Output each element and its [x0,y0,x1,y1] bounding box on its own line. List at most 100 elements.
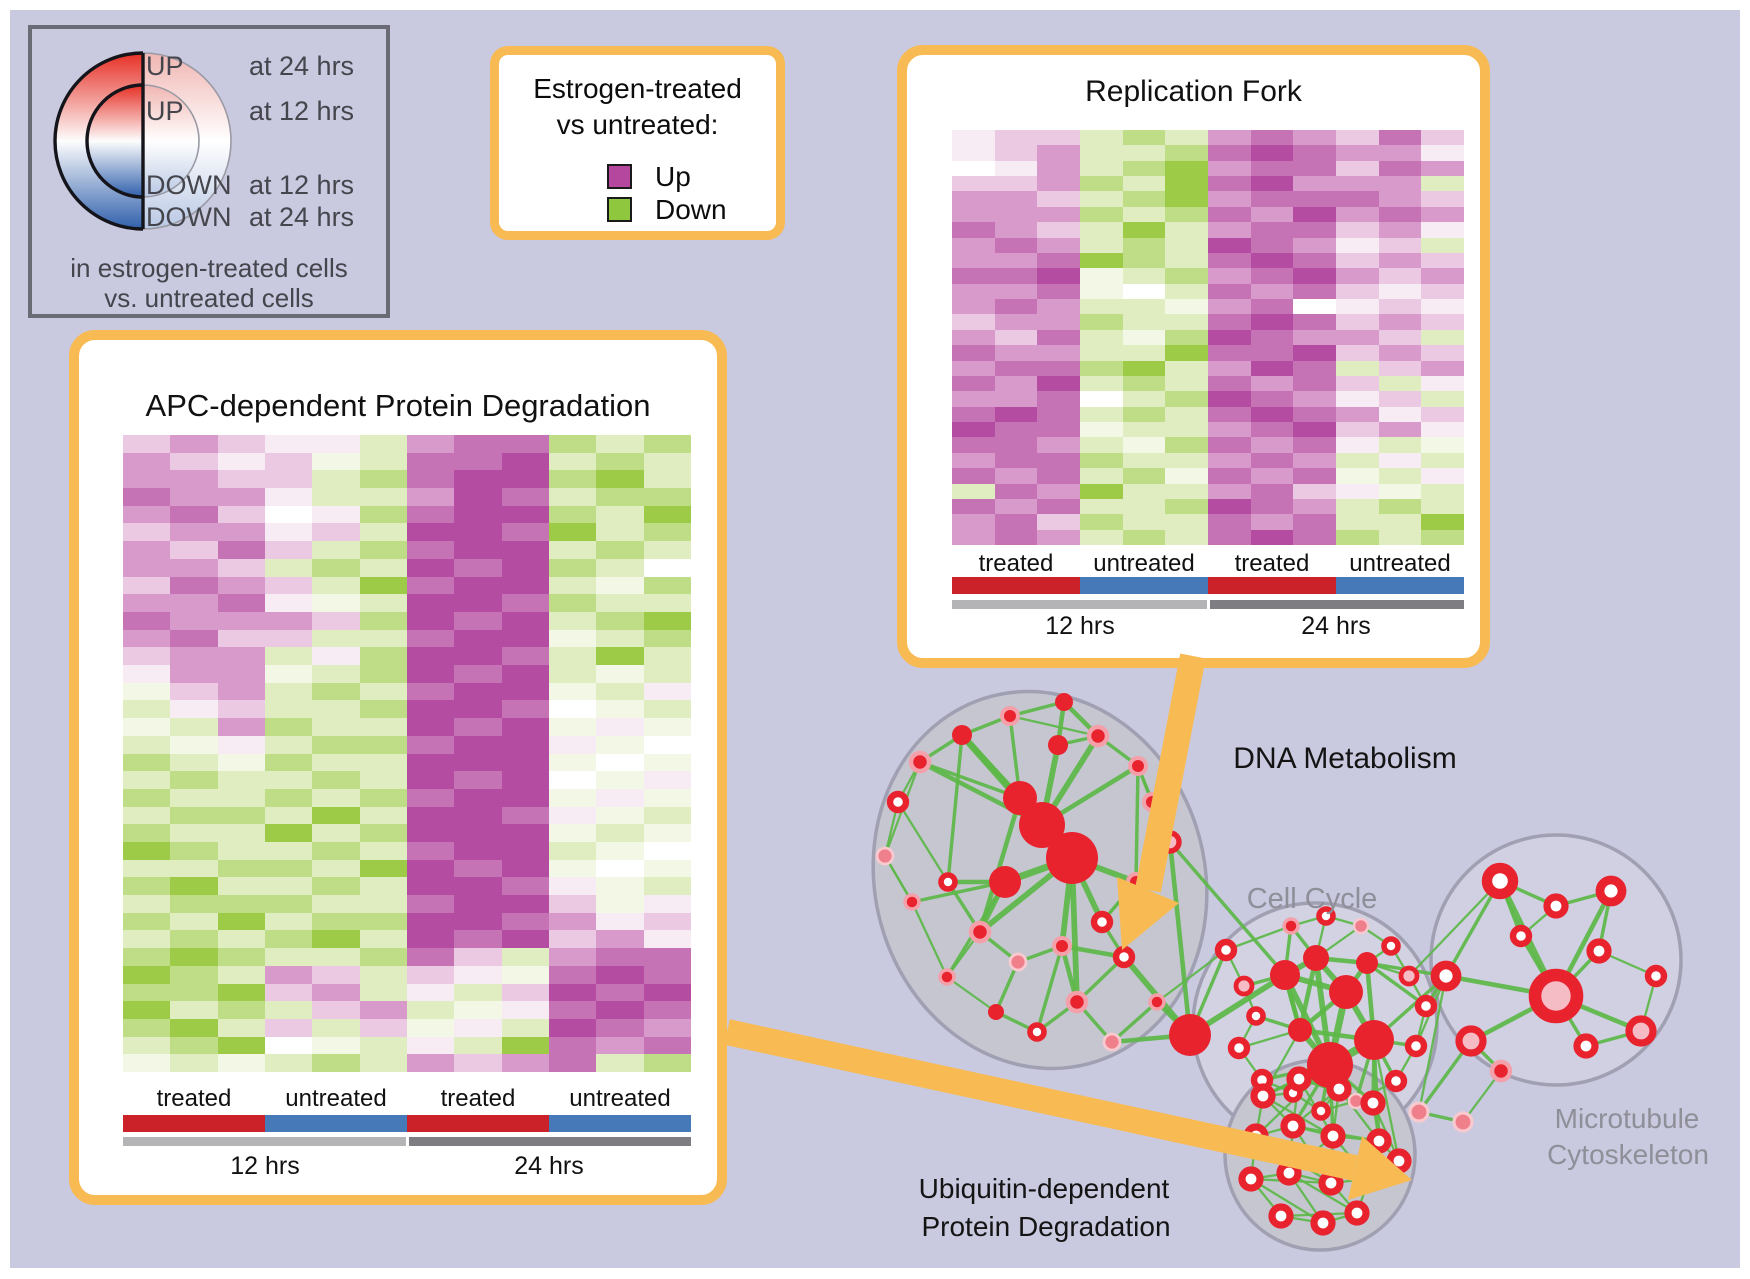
heatmap-cell [454,629,502,648]
heatmap-cell [1378,160,1422,177]
heatmap-cell [1250,345,1294,361]
heatmap-cell [1421,360,1464,376]
heatmap-cell [264,771,313,789]
heatmap-cell [1336,375,1379,392]
heatmap-cell [1250,391,1294,407]
heatmap-cell [264,1018,313,1037]
heatmap-cell [1080,252,1123,269]
heatmap-cell [501,629,549,648]
heatmap-cell [596,788,644,807]
heatmap-cell [548,824,597,842]
heatmap-cell [1208,406,1251,423]
heatmap-cell [1293,437,1336,453]
heatmap-cell [1037,176,1080,192]
heatmap-cell [952,191,995,207]
heatmap-cell [1208,299,1251,315]
heatmap-cell [406,771,455,789]
condition-label: untreated [1093,550,1195,577]
heatmap-cell [170,558,218,577]
heatmap-cell [548,718,597,736]
heatmap-cell [1165,206,1208,223]
heatmap-cell [643,965,691,984]
heatmap-cell [1080,422,1123,438]
heatmap-cell [548,594,597,612]
heatmap-cell [548,647,597,666]
heatmap-cell [1378,483,1422,499]
heatmap-cell [1080,314,1123,330]
heatmap-cell [1037,391,1080,407]
heatmap-cell [454,948,502,966]
heatmap-cell [454,1001,502,1019]
heatmap-cell [1336,345,1379,361]
heatmap-cell [1037,268,1080,284]
heatmap-cell [1378,498,1422,515]
heatmap-cell [1080,191,1123,207]
heatmap-cell [1378,268,1422,284]
heatmap-cell [1037,299,1080,315]
heatmap-cell [1378,222,1422,238]
heatmap-cell [1293,391,1336,407]
heatmap-cell [1208,191,1251,207]
heatmap-cell [1080,237,1123,253]
heatmap-cell [1336,145,1379,161]
heatmap-cell [548,611,597,630]
heatmap-cell [312,965,360,984]
replication-fork-panel: Replication Fork treated untreated treated… [897,45,1490,668]
heatmap-cell [596,1018,644,1037]
legend-row-down-24: DOWN at 24 hrs [146,202,355,232]
heatmap-cell [170,505,218,524]
heatmap-cell [359,930,407,949]
heatmap-cell [994,422,1038,438]
heatmap-cell [123,771,171,789]
heatmap-cell [1421,498,1464,515]
heatmap-cell [217,576,265,595]
heatmap-cell [1293,252,1336,269]
heatmap-cell [454,771,502,789]
heatmap-cell [501,576,549,595]
heatmap-cell [170,611,218,630]
heatmap-cell [596,877,644,896]
legend-row-down-12: DOWN at 12 hrs [146,170,355,200]
heatmap-cell [217,1054,265,1072]
heatmap-cell [1165,529,1208,545]
heatmap-cell [994,283,1038,300]
heatmap-cell [596,824,644,842]
heatmap-cell [1293,483,1336,499]
heatmap-cell [312,1001,360,1019]
heatmap-cell [217,470,265,489]
heatmap-cell [1378,130,1422,146]
heatmap-cell [454,930,502,949]
heatmap-cell [170,647,218,666]
heatmap-cell [359,541,407,559]
heatmap-cell [596,753,644,772]
heatmap-cell [1250,452,1294,469]
heatmap-cell [1165,145,1208,161]
heatmap-cell [952,498,995,515]
heatmap-cell [123,753,171,772]
heatmap-cell [643,1054,691,1072]
heatmap-cell [1165,406,1208,423]
heatmap-cell [217,930,265,949]
replication-fork-heatmap [952,130,1464,545]
heatmap-cell [548,629,597,648]
heatmap-cell [170,1036,218,1055]
heatmap-cell [1080,130,1123,146]
heatmap-cell [1421,375,1464,392]
heatmap-cell [1208,345,1251,361]
heatmap-cell [952,529,995,545]
time-bar [1209,600,1464,609]
heatmap-cell [454,895,502,913]
heatmap-cell [264,753,313,772]
heatmap-cell [1080,406,1123,423]
heatmap-cell [1293,237,1336,253]
heatmap-cell [1165,483,1208,499]
heatmap-cell [406,930,455,949]
heatmap-cell [1122,160,1166,177]
heatmap-cell [952,422,995,438]
heatmap-cell [1421,437,1464,453]
heatmap-cell [359,435,407,453]
heatmap-cell [501,788,549,807]
heatmap-cell [952,329,995,346]
heatmap-cell [1122,437,1166,453]
heatmap-cell [1165,160,1208,177]
